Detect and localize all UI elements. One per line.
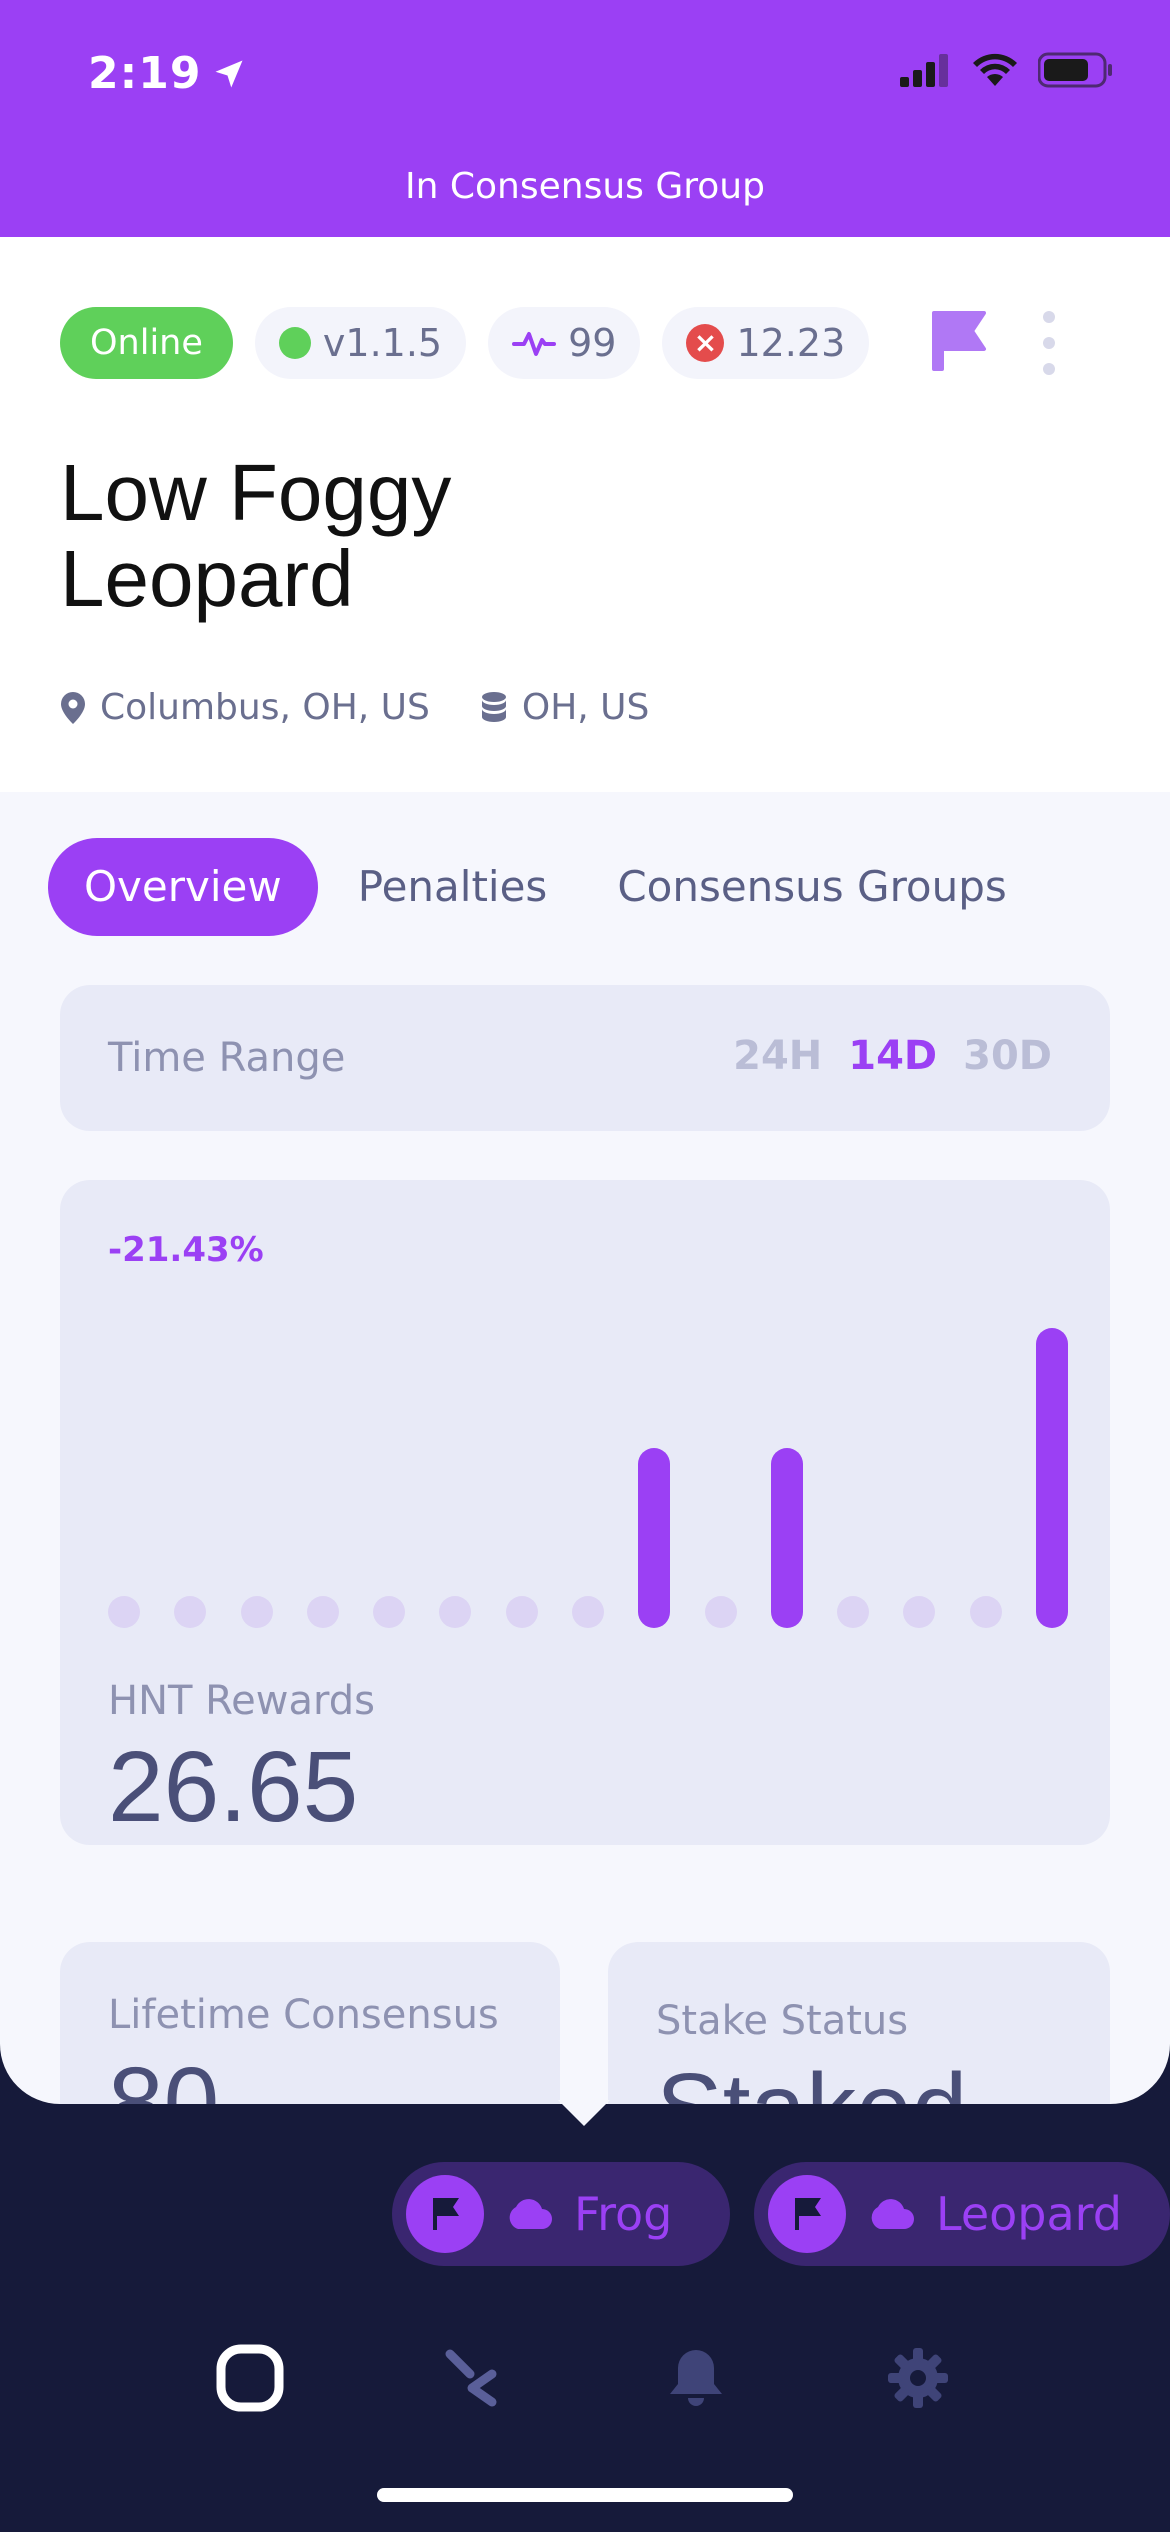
- chip-flag-icon: [406, 2175, 484, 2253]
- badge-row: Online v1.1.5 99 × 12.23: [60, 307, 870, 379]
- chip-flag-icon: [768, 2175, 846, 2253]
- tab-consensus-groups[interactable]: Consensus Groups: [617, 862, 1007, 911]
- gear-icon: [888, 2348, 948, 2408]
- reward-bar: [240, 1596, 273, 1628]
- reward-bar: [969, 1596, 1002, 1628]
- flag-button[interactable]: [928, 309, 992, 373]
- reward-bar: [638, 1448, 671, 1628]
- reward-bar: [439, 1596, 472, 1628]
- status-time: 2:19: [88, 48, 247, 99]
- location-item: Columbus, OH, US: [60, 687, 430, 728]
- time-range-14d[interactable]: 14D: [848, 1033, 938, 1079]
- stake-status-label: Stake Status: [656, 1998, 909, 2044]
- status-icons: [900, 52, 1114, 88]
- hotspot-chip-leopard[interactable]: Leopard: [754, 2162, 1170, 2266]
- lifetime-consensus-card: Lifetime Consensus 80: [60, 1942, 560, 2104]
- location-arrow-icon: [215, 60, 243, 87]
- stake-status-value: Staked: [656, 2052, 967, 2104]
- panel-pointer: [558, 2100, 610, 2126]
- hotspot-name-last: Leopard: [60, 534, 354, 623]
- tab-overview[interactable]: Overview: [48, 838, 318, 936]
- battery-icon: [1038, 52, 1112, 88]
- reward-bar: [1036, 1328, 1068, 1628]
- hotspot-name-first: Low Foggy: [60, 448, 452, 537]
- time-range-24h[interactable]: 24H: [733, 1033, 823, 1079]
- reward-bar: [505, 1596, 538, 1628]
- reward-bar: [704, 1596, 737, 1628]
- time-range-options: 24H 14D 30D: [733, 1033, 1052, 1079]
- tab-bar: Overview Penalties Consensus Groups: [48, 838, 1007, 936]
- green-dot-icon: [278, 327, 311, 359]
- rewards-label: HNT Rewards: [108, 1678, 375, 1724]
- hotspot-chip-frog[interactable]: Frog: [392, 2162, 730, 2266]
- rewards-bar-chart: [108, 1180, 1078, 1650]
- signal-icon: [900, 54, 948, 87]
- chip-name: Leopard: [936, 2187, 1122, 2241]
- wifi-icon: [973, 53, 1017, 86]
- reward-bar: [770, 1448, 803, 1628]
- region-item: OH, US: [480, 687, 649, 728]
- reward-bar: [306, 1596, 339, 1628]
- pulse-icon: [512, 332, 557, 356]
- database-icon: [481, 691, 506, 722]
- consensus-banner: In Consensus Group: [405, 166, 765, 207]
- cloud-icon: [871, 2199, 914, 2229]
- rewards-card: -21.43% HNT Rewards 26.65: [60, 1180, 1110, 1845]
- more-options-button[interactable]: [1034, 311, 1064, 375]
- reward-bar: [572, 1596, 604, 1628]
- time-range-30d[interactable]: 30D: [963, 1033, 1052, 1079]
- version-badge: v1.1.5: [254, 307, 467, 379]
- rewards-change: -21.43%: [108, 1230, 264, 1270]
- reward-bar: [903, 1596, 936, 1628]
- location-row: Columbus, OH, US OH, US: [60, 687, 649, 728]
- reward-bar: [373, 1596, 406, 1628]
- lifetime-consensus-value: 80: [108, 2047, 220, 2104]
- chip-name: Frog: [574, 2187, 673, 2241]
- time-range-selector: Time Range 24H 14D 30D: [60, 985, 1110, 1131]
- explore-icon: [445, 2349, 497, 2407]
- nav-settings[interactable]: [878, 2338, 958, 2418]
- cloud-icon: [509, 2199, 552, 2229]
- more-dot-icon: [1043, 363, 1055, 375]
- bottom-nav: [0, 2318, 1170, 2438]
- reward-bar: [108, 1596, 140, 1628]
- bell-icon: [670, 2350, 722, 2406]
- rewards-value: 26.65: [108, 1731, 359, 1843]
- tab-penalties[interactable]: Penalties: [357, 862, 548, 911]
- nav-explore[interactable]: [432, 2338, 512, 2418]
- reward-bar: [837, 1596, 870, 1628]
- app-header: 2:19 In Consensus Group: [0, 0, 1170, 237]
- status-badge: Online: [60, 307, 233, 379]
- nav-home[interactable]: [210, 2338, 290, 2418]
- home-indicator: [377, 2488, 793, 2502]
- home-square-icon: [216, 2344, 284, 2412]
- nav-notifications[interactable]: [656, 2338, 736, 2418]
- details-panel: Overview Penalties Consensus Groups Time…: [0, 792, 1170, 2104]
- more-dot-icon: [1043, 311, 1055, 323]
- time-range-label: Time Range: [108, 1035, 346, 1081]
- reward-bar: [174, 1596, 207, 1628]
- more-dot-icon: [1043, 337, 1055, 349]
- activity-badge: 99: [488, 307, 641, 379]
- hotspot-info: Online v1.1.5 99 × 12.23 Low Foggy Leopa…: [0, 237, 1170, 792]
- x-circle-icon: ×: [686, 324, 725, 362]
- flag-icon: [932, 311, 986, 371]
- map-pin-icon: [61, 691, 85, 724]
- stake-status-card: Stake Status Staked: [608, 1942, 1110, 2104]
- penalty-badge: × 12.23: [662, 307, 870, 379]
- lifetime-consensus-label: Lifetime Consensus: [108, 1992, 499, 2038]
